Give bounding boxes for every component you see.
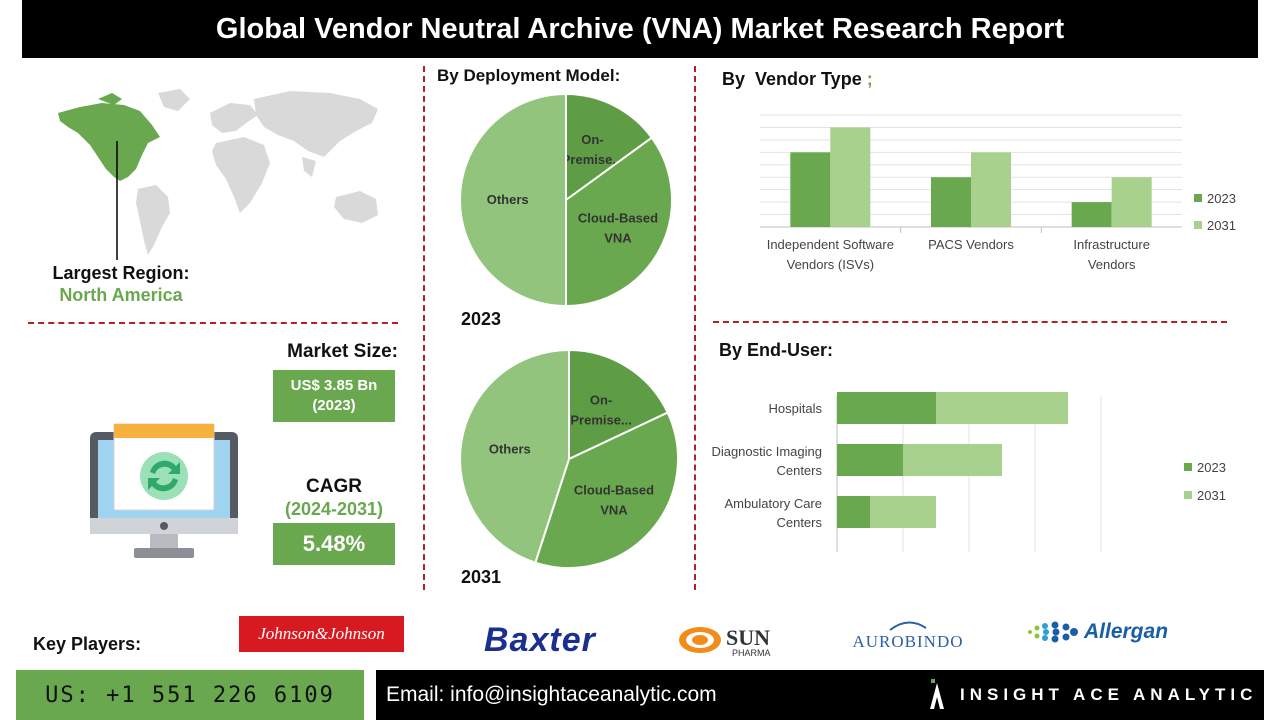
logo-johnson-text: Johnson&Johnson [258,624,385,643]
footer-email[interactable]: Email: info@insightaceanalytic.com [376,670,1264,720]
logo-sun-text: SUN [726,625,771,650]
north-america-shape [58,103,160,181]
pie-label-others: Others [489,442,531,457]
legend-label-2023: 2023 [1207,191,1236,206]
cagr-value: 5.48% [302,531,366,556]
page-title: Global Vendor Neutral Archive (VNA) Mark… [22,0,1258,58]
pie-slice-others [459,92,567,308]
y-tick-label-0: Hospitals [769,401,823,416]
y-tick-label-2: Ambulatory Care Centers [724,496,822,530]
legend-swatch-2023 [1184,463,1192,471]
vendor-heading-suffix: ; [866,69,873,89]
aurobindo-swoosh-icon [889,621,927,631]
insight-ace-logo-icon [930,679,944,709]
south-america-shape [136,185,170,255]
market-size-year: (2023) [312,397,356,414]
bar-2023-2 [1071,202,1112,227]
divider-right [694,66,696,590]
market-size-box: US$ 3.85 Bn (2023) [273,370,395,422]
deployment-heading: By Deployment Model: [437,66,621,85]
pie-label-cloud-based-vna: Cloud-Based VNA [578,210,658,245]
legend-swatch-2023 [1194,194,1202,202]
cagr-label: CAGR [306,476,362,497]
divider-left [423,66,425,590]
allergan-dots-icon [1028,621,1078,643]
legend-label-2031: 2031 [1207,218,1236,233]
pie-2031-year: 2031 [461,567,502,587]
x-tick-label-1: PACS Vendors [928,237,1014,252]
logo-sun-pharma: SUN PHARMA [726,627,771,658]
y-tick-label-1: Diagnostic Imaging Centers [711,444,822,478]
divider-right-horizontal [713,321,1227,323]
bar-2023-2 [837,496,870,528]
bar-2023-0 [837,392,936,424]
pie-slice-others [459,348,570,564]
legend-label-2031: 2031 [1197,488,1226,503]
logo-johnson-and-johnson: Johnson&Johnson [239,616,404,652]
bar-2031-2 [1111,177,1152,227]
logo-pharma-text: PHARMA [732,648,771,658]
sun-pharma-icon [679,627,721,653]
bar-2031-1 [971,152,1011,227]
pie-slice-cloud-based-vna [565,136,673,308]
pie-chart-2031: On-Premise... Cloud-Based VNA Others [459,348,679,569]
pie-2023-year: 2023 [461,309,502,329]
enduser-heading: By End-User: [719,340,834,360]
x-tick-label-0: Independent Software Vendors (ISVs) [767,237,894,272]
vendor-type-chart: Independent Software Vendors (ISVs) PACS V… [760,114,1236,272]
bar-2023-1 [837,444,903,476]
pie-label-on-premise: On-Premise... [562,132,623,167]
largest-region-value: North America [59,285,183,305]
legend-swatch-2031 [1194,221,1202,229]
bar-2031-2 [870,496,936,528]
pie-slice-cloud-based-vna [534,411,679,569]
cagr-period: (2024-2031) [284,499,384,519]
bar-2031-0 [830,127,871,227]
divider-left-horizontal [28,322,398,324]
logo-aurobindo-text: AUROBINDO [852,632,964,651]
pie-label-others: Others [487,192,529,207]
market-size-value: US$ 3.85 Bn [290,377,378,394]
pie-slice-on-premise [565,92,654,202]
footer-brand-text: INSIGHT ACE ANALYTIC [960,685,1258,704]
market-size-label: Market Size: [287,341,398,362]
logo-allergan: Allergan [1084,620,1169,643]
bar-2031-0 [936,392,1068,424]
bar-2031-1 [903,444,1002,476]
end-user-chart: Hospitals Diagnostic Imaging Centers Ambula… [711,392,1226,552]
monitor-icon [90,423,238,558]
legend-label-2023: 2023 [1197,460,1226,475]
vendor-heading: By Vendor Type ; [722,69,873,90]
footer-brand: INSIGHT ACE ANALYTIC [928,670,1257,720]
legend-swatch-2031 [1184,491,1192,499]
cagr-value-box: 5.48% [273,523,395,565]
world-map [58,89,378,260]
pie-chart-2023: On-Premise... Cloud-Based VNA Others [459,92,673,308]
x-tick-label-2: Infrastructure Vendors [1073,237,1150,272]
bar-2023-0 [790,152,831,227]
logo-baxter: Baxter [484,621,596,659]
logo-aurobindo: AUROBINDO [828,618,988,652]
vendor-heading-text: By Vendor Type [722,69,862,89]
pie-label-on-premise: On-Premise... [570,392,631,427]
largest-region-label: Largest Region: [52,263,190,283]
footer-phone[interactable]: US: +1 551 226 6109 [16,670,364,720]
pie-slice-on-premise [568,348,669,461]
pie-label-cloud-based-vna: Cloud-Based VNA [574,483,654,518]
bar-2023-1 [931,177,971,227]
key-players-label: Key Players: [33,634,142,654]
